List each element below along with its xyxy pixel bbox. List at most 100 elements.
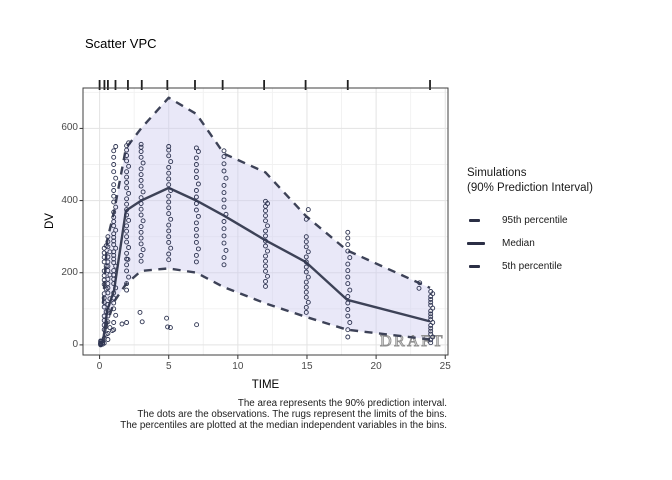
observation-point xyxy=(166,234,172,240)
y-tick-label: 600 xyxy=(61,122,78,134)
x-tick-label: 15 xyxy=(301,361,313,372)
observation-point xyxy=(193,155,199,161)
observation-point xyxy=(345,235,351,241)
observation-point xyxy=(138,235,144,241)
observation-point xyxy=(303,289,309,295)
panel-border xyxy=(82,87,449,356)
observation-point xyxy=(111,320,117,325)
observation-point xyxy=(124,207,130,213)
legend-title-line1: Simulations xyxy=(467,167,527,179)
observation-point xyxy=(428,317,434,323)
observation-point xyxy=(221,190,227,196)
observation-point xyxy=(164,315,170,321)
observation-point xyxy=(113,144,119,149)
x-tick-label: 10 xyxy=(232,361,244,372)
observation-point xyxy=(124,201,130,207)
observation-point xyxy=(168,216,174,222)
observation-point xyxy=(303,304,309,310)
observation-point xyxy=(193,239,199,245)
observation-point xyxy=(124,281,130,287)
observation-point xyxy=(428,289,434,294)
observation-point xyxy=(139,319,145,325)
x-tick-label: 0 xyxy=(96,361,103,372)
observation-point xyxy=(126,190,132,196)
observation-point xyxy=(195,246,201,252)
observation-point xyxy=(221,168,227,174)
observation-point xyxy=(303,216,309,222)
caption-line: The area represents the 90% prediction i… xyxy=(237,398,447,409)
draft-watermark: DRAFT xyxy=(380,333,445,350)
observation-point xyxy=(166,144,172,149)
observation-point xyxy=(111,214,117,220)
observation-point xyxy=(107,325,113,331)
observation-point xyxy=(111,193,117,199)
observation-point xyxy=(113,204,119,210)
observation-point xyxy=(138,177,144,183)
observation-point xyxy=(101,250,107,256)
observation-point xyxy=(193,145,199,151)
observation-point xyxy=(111,188,117,193)
observation-point xyxy=(111,169,117,175)
observation-point xyxy=(428,299,434,305)
observation-point xyxy=(140,160,146,166)
observation-point xyxy=(265,273,270,279)
observation-point xyxy=(193,201,199,206)
observation-point xyxy=(345,281,351,287)
observation-point xyxy=(105,239,111,245)
observation-point xyxy=(101,322,107,328)
observation-point xyxy=(138,224,144,230)
observation-point xyxy=(221,219,227,224)
plot-canvas: DRAFT xyxy=(79,80,449,359)
observation-point xyxy=(345,261,351,267)
observation-point xyxy=(345,274,351,280)
observation-point xyxy=(416,285,422,291)
legend-item-5th-percentile: 5th percentile xyxy=(467,255,672,278)
observation-point xyxy=(166,153,172,159)
observation-point xyxy=(193,194,199,200)
observation-point xyxy=(126,163,132,169)
observation-point xyxy=(111,300,117,306)
observation-point xyxy=(105,254,111,260)
observation-point xyxy=(166,239,172,245)
observation-point xyxy=(166,199,172,205)
observation-point xyxy=(166,228,172,234)
observation-point xyxy=(193,233,199,239)
observation-point xyxy=(109,328,115,333)
observation-point xyxy=(105,307,111,313)
observation-point xyxy=(221,240,227,246)
legend-key-bar xyxy=(469,265,480,268)
observation-point xyxy=(345,300,351,306)
observation-point xyxy=(119,321,125,327)
series-line-median xyxy=(101,186,431,342)
observation-point xyxy=(195,181,201,187)
observation-point xyxy=(345,294,351,299)
observation-point xyxy=(345,313,351,319)
observation-point xyxy=(303,309,309,315)
observation-point xyxy=(101,327,107,333)
observation-point xyxy=(193,259,199,265)
observation-point xyxy=(428,328,434,334)
observation-point xyxy=(194,322,200,328)
observation-point xyxy=(303,264,309,270)
observation-point xyxy=(124,262,130,268)
observation-point xyxy=(166,193,172,199)
observation-point xyxy=(193,220,199,226)
observation-point xyxy=(166,176,172,182)
legend-item-median: Median xyxy=(467,232,672,255)
observation-point xyxy=(303,234,309,240)
observation-point xyxy=(111,231,117,237)
observation-point xyxy=(111,162,117,167)
observation-point xyxy=(221,233,227,239)
observation-point xyxy=(223,211,229,217)
series-line-95th-percentile xyxy=(101,96,431,304)
observation-point xyxy=(113,263,119,269)
observation-point xyxy=(428,325,434,331)
observation-point xyxy=(303,279,309,285)
observation-point xyxy=(137,309,143,315)
observation-point xyxy=(124,228,130,234)
observation-point xyxy=(124,287,130,293)
observation-point xyxy=(98,338,104,344)
observation-point xyxy=(113,175,119,181)
observation-point xyxy=(124,234,130,240)
